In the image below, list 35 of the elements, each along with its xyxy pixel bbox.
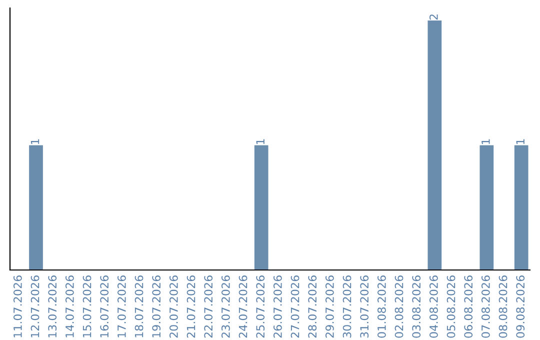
data-label: 2	[429, 14, 438, 20]
x-tick-label: 27.07.2026	[290, 276, 300, 338]
x-tick-label: 18.07.2026	[134, 276, 144, 338]
x-tick-label: 29.07.2026	[325, 276, 334, 338]
x-tick-label: 09.08.2026	[516, 276, 525, 338]
x-tick-label: 17.07.2026	[117, 276, 126, 338]
x-tick-label: 12.07.2026	[30, 276, 40, 338]
x-tick-label: 21.07.2026	[186, 276, 196, 338]
data-label: 1	[516, 139, 524, 144]
x-tick-label: 01.08.2026	[377, 276, 386, 338]
x-tick-label: 06.08.2026	[464, 276, 473, 338]
data-label: 1	[256, 139, 264, 144]
x-tick-label: 23.07.2026	[221, 276, 230, 338]
x-tick-label: 07.08.2026	[481, 276, 490, 338]
x-tick-label: 03.08.2026	[412, 276, 421, 338]
x-tick-label: 26.07.2026	[273, 276, 282, 338]
data-label: 1	[482, 139, 490, 144]
x-tick-label: 20.07.2026	[169, 276, 178, 338]
x-tick-label: 31.07.2026	[360, 276, 369, 338]
x-tick-label: 02.08.2026	[394, 276, 404, 338]
x-tick-label: 04.08.2026	[429, 276, 438, 338]
x-tick-label: 30.07.2026	[342, 276, 352, 338]
x-tick-label: 05.08.2026	[446, 276, 456, 338]
x-tick-label: 28.07.2026	[308, 276, 317, 338]
x-tick-label: 15.07.2026	[82, 276, 92, 338]
data-label: 1	[30, 139, 40, 144]
x-tick-label: 14.07.2026	[65, 276, 74, 338]
x-tick-label: 24.07.2026	[238, 276, 248, 338]
x-tick-label: 08.08.2026	[498, 276, 508, 338]
x-tick-label: 22.07.2026	[204, 276, 213, 338]
x-tick-label: 16.07.2026	[100, 276, 109, 338]
x-tick-label: 19.07.2026	[152, 276, 161, 338]
x-tick-label: 11.07.2026	[13, 276, 22, 338]
x-tick-label: 13.07.2026	[48, 276, 57, 338]
x-tick-label: 25.07.2026	[256, 276, 265, 338]
